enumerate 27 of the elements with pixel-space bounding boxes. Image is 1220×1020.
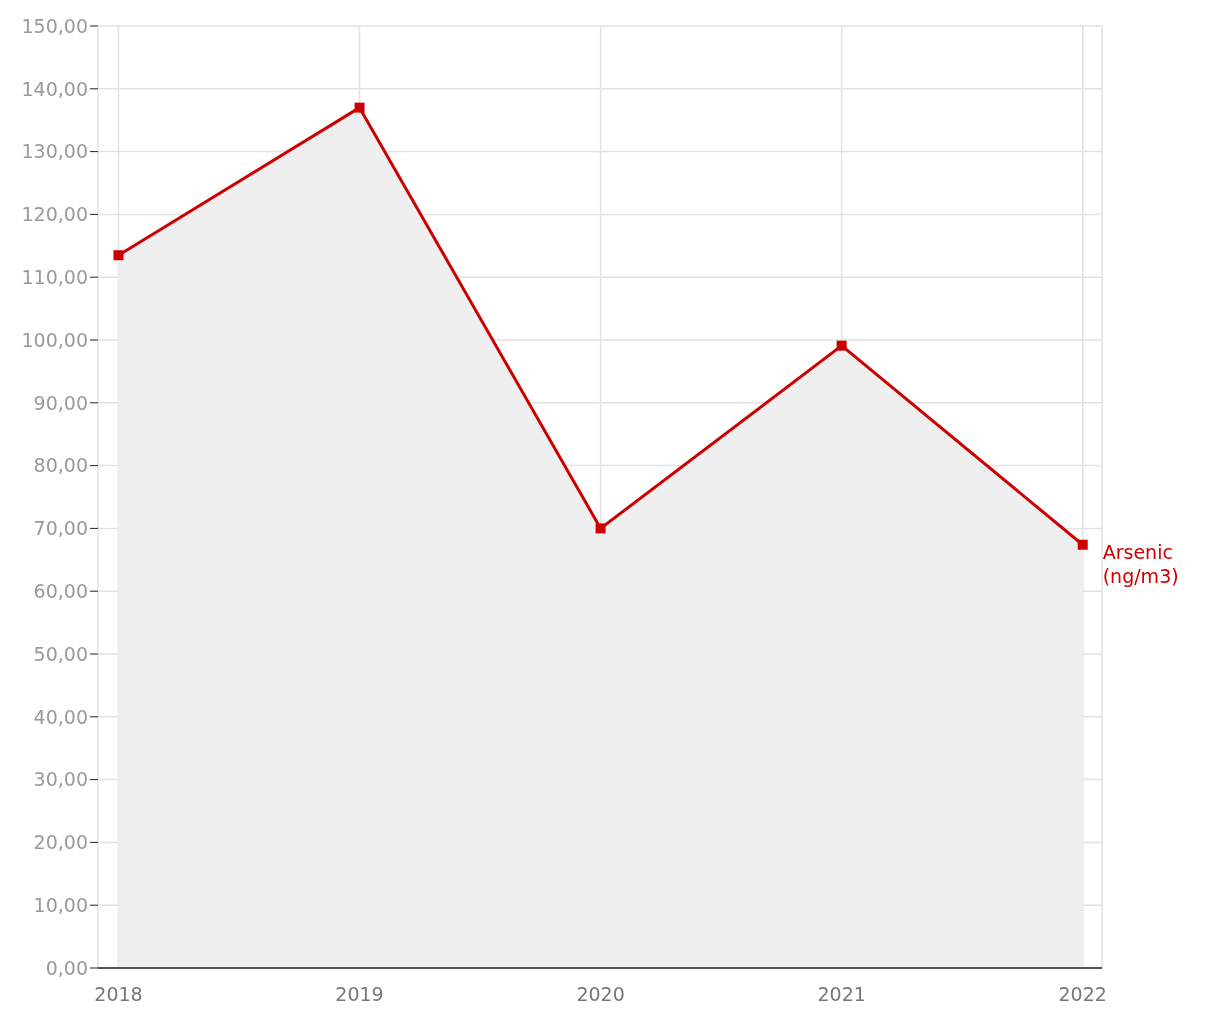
point (836, 340, 847, 351)
x-tick-label: 2020 (576, 983, 625, 1006)
point (1077, 539, 1088, 550)
point (354, 102, 365, 113)
y-tick-label: 120,00 (21, 203, 88, 226)
x-tick-label: 2019 (335, 983, 384, 1006)
y-tick-label: 10,00 (33, 893, 88, 916)
y-tick-label: 90,00 (33, 391, 88, 414)
y-tick-label: 30,00 (33, 768, 88, 791)
y-tick-label: 20,00 (33, 831, 88, 854)
y-tick-label: 40,00 (33, 705, 88, 728)
y-tick-label: 110,00 (21, 265, 88, 288)
y-tick-label: 80,00 (33, 454, 88, 477)
y-tick-label: 140,00 (21, 77, 88, 100)
y-tick-label: 150,00 (21, 14, 88, 37)
y-tick-label: 50,00 (33, 642, 88, 665)
y-tick-label: 0,00 (45, 956, 88, 979)
y-tick-label: 100,00 (21, 328, 88, 351)
y-tick-label: 70,00 (33, 517, 88, 540)
x-tick-label: 2021 (817, 983, 866, 1006)
x-tick-label: 2022 (1058, 983, 1107, 1006)
point (113, 250, 124, 261)
y-tick-label: 130,00 (21, 140, 88, 163)
y-tick-label: 60,00 (33, 579, 88, 602)
series-label: Arsenic (ng/m3) (1102, 540, 1179, 587)
point (595, 523, 606, 534)
x-tick-label: 2018 (94, 983, 143, 1006)
